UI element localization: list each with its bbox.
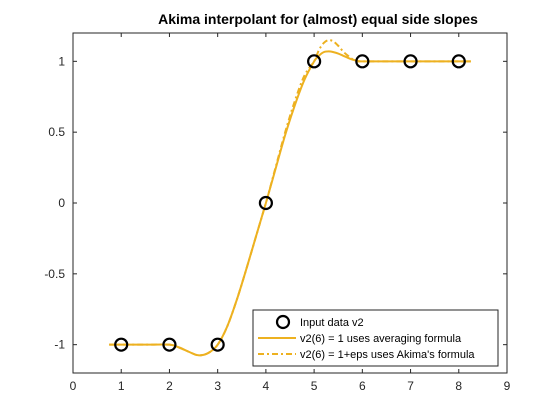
data-point xyxy=(162,337,177,352)
legend-label: v2(6) = 1+eps uses Akima's formula xyxy=(300,349,475,361)
y-tick-label: 0.5 xyxy=(48,125,65,139)
x-tick-label: 9 xyxy=(504,379,511,393)
y-tick-label: 1 xyxy=(58,54,65,68)
averaging-formula-curve xyxy=(109,50,471,357)
data-point xyxy=(258,195,273,211)
x-tick-label: 7 xyxy=(407,379,414,393)
data-point xyxy=(114,337,129,352)
legend: Input data v2 v2(6) = 1 uses averaging fo… xyxy=(252,309,499,367)
x-tick-label: 3 xyxy=(214,379,221,393)
x-tick-label: 4 xyxy=(263,379,270,393)
y-tick-label: -0.5 xyxy=(44,267,65,281)
data-point xyxy=(451,54,466,69)
x-tick-label: 2 xyxy=(166,379,173,393)
data-point xyxy=(403,54,418,69)
x-tick-label: 5 xyxy=(311,379,318,393)
x-tick-label: 0 xyxy=(70,379,77,393)
legend-label: Input data v2 xyxy=(300,317,364,329)
chart-title: Akima interpolant for (almost) equal sid… xyxy=(158,11,478,27)
x-tick-label: 8 xyxy=(455,379,462,393)
x-tick-label: 6 xyxy=(359,379,366,393)
x-tick-label: 1 xyxy=(118,379,125,393)
legend-marker-symbol xyxy=(275,314,291,330)
legend-label: v2(6) = 1 uses averaging formula xyxy=(300,333,462,345)
data-point xyxy=(307,54,322,69)
data-point xyxy=(355,54,370,69)
y-tick-label: 0 xyxy=(58,196,65,210)
data-markers xyxy=(114,54,466,352)
y-tick-label: -1 xyxy=(54,338,65,352)
data-point xyxy=(210,337,225,352)
axis-ticks: 0 1 2 3 4 5 6 7 8 9 -1 -0.5 0 0.5 1 xyxy=(44,33,511,393)
plot-curves xyxy=(109,39,471,357)
